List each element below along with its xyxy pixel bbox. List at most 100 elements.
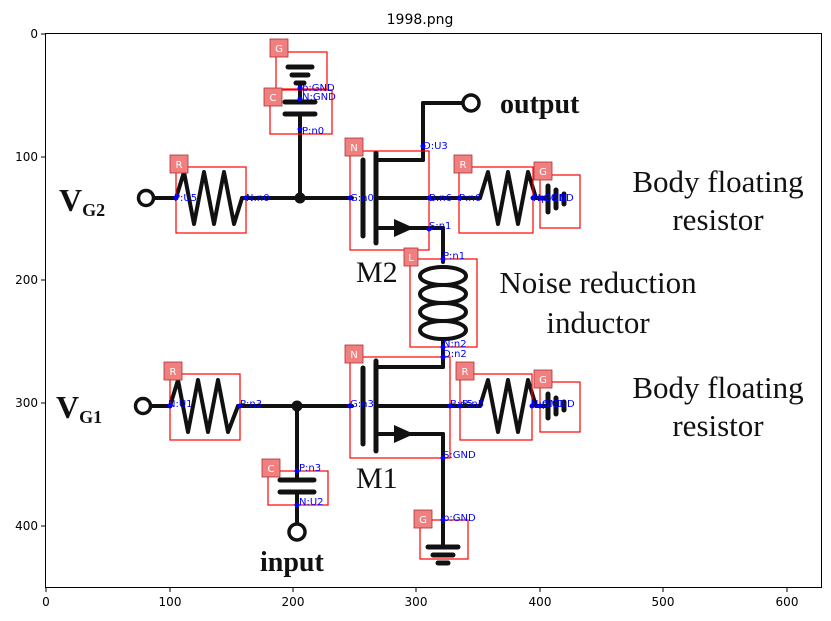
x-tick-label: 500 xyxy=(652,595,675,609)
pin-label: N:n2 xyxy=(443,339,467,350)
tag-g-body1-text: G xyxy=(539,375,547,386)
x-tick-label: 100 xyxy=(159,595,182,609)
tag-c-top-text: C xyxy=(270,93,277,104)
tag-r-vg2: R xyxy=(169,154,189,174)
pin-label: N:GND xyxy=(531,399,565,410)
output-label: output xyxy=(500,89,580,120)
body-floating-label-bottom-2: resistor xyxy=(672,408,764,443)
y-tick-label: 400 xyxy=(15,519,38,533)
pin-label: P:U5 xyxy=(174,193,197,204)
tag-n-m2: N xyxy=(344,137,364,157)
vg2-label-sub: G2 xyxy=(82,200,105,220)
m1-label: M1 xyxy=(356,462,398,495)
tag-r-body1: R xyxy=(455,361,475,381)
pin-label: P:n6 xyxy=(459,193,481,204)
tag-g-body2: G xyxy=(533,161,553,181)
pin-label: D:U3 xyxy=(423,141,448,152)
pin-label: S:n1 xyxy=(429,221,451,232)
tag-n-m1: N xyxy=(344,344,364,364)
top-ground-symbol xyxy=(285,64,315,102)
x-tick-label: 0 xyxy=(42,595,50,609)
pin-label: p:GND xyxy=(542,399,575,410)
pin-label: N:GND xyxy=(302,92,336,103)
y-tick-label: 0 xyxy=(30,27,38,41)
noise-inductor-symbol xyxy=(418,265,468,369)
tag-g-bottom: G xyxy=(413,509,433,529)
y-tick-label: 200 xyxy=(15,273,38,287)
tag-g-bottom-text: G xyxy=(419,515,427,526)
pin-label: P:n0 xyxy=(302,126,324,137)
body-floating-label-top-2: resistor xyxy=(672,202,764,237)
tag-g-top-text: G xyxy=(275,44,283,55)
noise-reduction-label-2: inductor xyxy=(546,305,650,340)
x-tick-label: 400 xyxy=(529,595,552,609)
pin-label: P:n3 xyxy=(299,463,321,474)
output-terminal xyxy=(461,93,481,113)
vg1-label-main: V xyxy=(56,389,79,425)
tag-r-body1-text: R xyxy=(462,367,469,378)
tag-c-bottom: C xyxy=(261,458,281,478)
pin-label: P:n3 xyxy=(240,399,262,410)
pin-label: G:n3 xyxy=(350,399,374,410)
body1-resistor-zigzag xyxy=(478,378,538,434)
tag-l-noise-text: L xyxy=(408,253,414,264)
pin-label: N:n0 xyxy=(246,193,270,204)
noise-reduction-label-1: Noise reduction xyxy=(499,265,697,300)
pin-label: B:n6 xyxy=(429,193,452,204)
x-axis: 0 100 200 300 400 500 600 xyxy=(42,588,798,609)
tag-g-body2-text: G xyxy=(539,167,547,178)
body2-ground-symbol xyxy=(545,183,567,215)
pin-label: N:U1 xyxy=(168,399,193,410)
pin-label: N:U2 xyxy=(299,497,324,508)
x-tick-label: 300 xyxy=(405,595,428,609)
tag-n-m1-text: N xyxy=(350,350,357,361)
m2-label: M2 xyxy=(356,256,398,289)
body1-ground-symbol xyxy=(545,391,567,421)
vg2-label: VG2 xyxy=(59,182,105,220)
vg2-label-main: V xyxy=(59,182,82,218)
bottom-ground-symbol xyxy=(425,544,461,566)
vg1-resistor-zigzag xyxy=(168,378,240,434)
tag-r-vg1-text: R xyxy=(170,367,177,378)
vg1-label: VG1 xyxy=(56,389,102,427)
tag-l-noise: L xyxy=(403,247,419,267)
y-axis: 0 100 200 300 400 xyxy=(15,27,45,533)
body-floating-label-bottom-1: Body floating xyxy=(632,370,803,405)
pin-label: N:GND xyxy=(533,193,567,204)
detection-overlay: G C R N R G L R N R G C G p:GND N:GND P:… xyxy=(163,38,581,560)
bbox-body2-ground xyxy=(539,174,581,229)
figure-title: 1998.png xyxy=(387,12,454,28)
tag-r-vg1: R xyxy=(163,361,183,381)
tag-g-top: G xyxy=(269,38,289,58)
axes-frame xyxy=(45,33,822,588)
bottom-capacitor-symbol xyxy=(277,477,317,526)
tag-r-vg2-text: R xyxy=(176,160,183,171)
pin-label: G:n0 xyxy=(350,193,374,204)
pin-label: P:n1 xyxy=(443,251,465,262)
body2-resistor-zigzag xyxy=(478,170,538,226)
pin-label: S:GND xyxy=(443,450,476,461)
vg2-resistor-zigzag xyxy=(174,170,244,226)
pin-label: P:n5 xyxy=(462,399,484,410)
tag-r-body2-text: R xyxy=(460,160,467,171)
m1-transistor-symbol xyxy=(360,358,482,548)
tag-c-top: C xyxy=(263,87,283,107)
tag-g-body1: G xyxy=(533,369,553,389)
body-floating-label-top-1: Body floating xyxy=(632,164,803,199)
vg2-terminal xyxy=(136,188,156,208)
vg1-label-sub: G1 xyxy=(79,407,102,427)
input-terminal xyxy=(287,522,307,542)
vg1-terminal xyxy=(133,396,153,416)
y-tick-label: 300 xyxy=(15,396,38,410)
tag-c-bottom-text: C xyxy=(268,464,275,475)
pin-label: D:n2 xyxy=(443,349,467,360)
input-label: input xyxy=(260,547,324,578)
x-tick-label: 600 xyxy=(776,595,799,609)
tag-n-m2-text: N xyxy=(350,143,357,154)
y-tick-label: 100 xyxy=(15,150,38,164)
tag-r-body2: R xyxy=(453,154,473,174)
pin-label: p:GND xyxy=(302,83,335,94)
pin-label: p:GND xyxy=(443,513,476,524)
node-n0-junction xyxy=(294,192,306,204)
